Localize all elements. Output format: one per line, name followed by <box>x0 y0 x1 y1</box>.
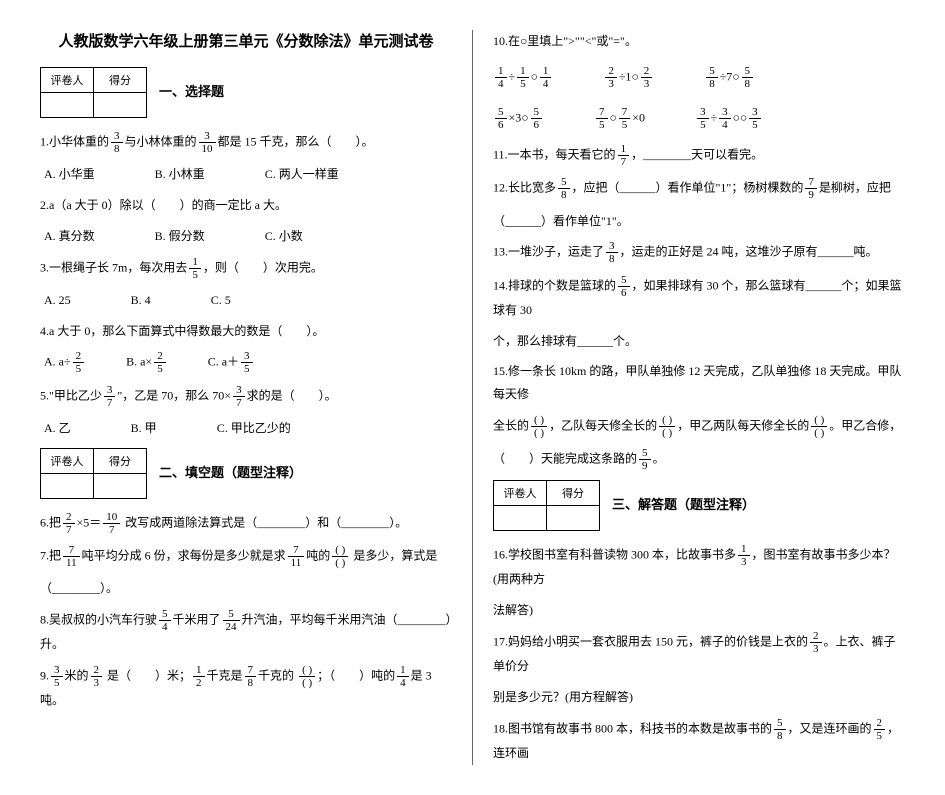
q15b: 全长的( )( )，乙队每天修全长的( )( )，甲乙两队每天修全长的( )( … <box>493 414 905 439</box>
q1-opts: A. 小华重B. 小林重C. 两人一样重 <box>40 163 452 186</box>
q15: 15.修一条长 10km 的路，甲队单独修 12 天完成，乙队单独修 18 天完… <box>493 360 905 406</box>
q12: 12.长比宽多58，应把（______）看作单位"1"；杨树棵数的79是柳树，应… <box>493 176 905 201</box>
q18: 18.图书馆有故事书 800 本，科技书的本数是故事书的58，又是连环画的25，… <box>493 717 905 765</box>
q13: 13.一堆沙子，运走了38，运走的正好是 24 吨，这堆沙子原有______吨。 <box>493 240 905 265</box>
q3-opts: A. 25B. 4C. 5 <box>40 289 452 312</box>
eval-score: 得分 <box>94 68 147 93</box>
q16b: 法解答) <box>493 599 905 622</box>
q14: 14.排球的个数是篮球的56，如果排球有 30 个，那么篮球有______个；如… <box>493 274 905 322</box>
section-1-title: 一、选择题 <box>159 67 224 100</box>
q4: 4.a 大于 0，那么下面算式中得数最大的数是（ ）。 <box>40 320 452 343</box>
q11: 11.一本书，每天看它的17，________天可以看完。 <box>493 143 905 168</box>
q8: 8.吴叔叔的小汽车行驶54千米用了524升汽油，平均每千米用汽油（_______… <box>40 608 452 656</box>
q3: 3.一根绳子长 7m，每次用去15，则（ ）次用完。 <box>40 256 452 281</box>
eval-table-3: 评卷人得分 <box>493 480 600 531</box>
q1: 1.小华体重的38与小林体重的310都是 15 千克，那么（ ）。 <box>40 130 452 155</box>
q15c: （ ）天能完成这条路的59。 <box>493 447 905 472</box>
q4-opts: A. a÷25 B. a×25 C. a＋35 <box>40 350 452 375</box>
q6: 6.把27×5＝107 改写成两道除法算式是（________）和（______… <box>40 511 452 536</box>
eval-reviewer: 评卷人 <box>41 68 94 93</box>
q7: 7.把711吨平均分成 6 份，求每份是多少就是求711吨的( )( ) 是多少… <box>40 544 452 569</box>
compare-row-1: 14÷15○14 23÷1○23 58÷7○58 <box>493 65 905 90</box>
compare-row-2: 56×3○56 75○75×0 35÷34○○35 <box>493 106 905 131</box>
q5-opts: A. 乙B. 甲C. 甲比乙少的 <box>40 417 452 440</box>
doc-title: 人教版数学六年级上册第三单元《分数除法》单元测试卷 <box>40 30 452 51</box>
section-3-title: 三、解答题（题型注释） <box>612 480 755 513</box>
q10: 10.在○里填上">""<"或"="。 <box>493 30 905 53</box>
q9: 9.35米的23 是（ ）米；12千克是78千克的 ( )( )；（ ）吨的14… <box>40 664 452 712</box>
section-1-head: 评卷人得分 一、选择题 <box>40 67 452 118</box>
section-2-title: 二、填空题（题型注释） <box>159 448 302 481</box>
q16: 16.学校图书室有科普读物 300 本，比故事书多13，图书室有故事书多少本？(… <box>493 543 905 591</box>
q12b: （______）看作单位"1"。 <box>493 210 905 233</box>
q2: 2.a（a 大于 0）除以（ ）的商一定比 a 大。 <box>40 194 452 217</box>
q17: 17.妈妈给小明买一套衣服用去 150 元，裤子的价钱是上衣的23。上衣、裤子单… <box>493 630 905 678</box>
q17b: 别是多少元？(用方程解答) <box>493 686 905 709</box>
q14b: 个，那么排球有______个。 <box>493 330 905 353</box>
q2-opts: A. 真分数B. 假分数C. 小数 <box>40 225 452 248</box>
eval-table-1: 评卷人得分 <box>40 67 147 118</box>
q7b: （________）。 <box>40 577 452 600</box>
eval-table-2: 评卷人得分 <box>40 448 147 499</box>
q5: 5."甲比乙少37"，乙是 70，那么 70×37求的是（ ）。 <box>40 384 452 409</box>
section-2-head: 评卷人得分 二、填空题（题型注释） <box>40 448 452 499</box>
section-3-head: 评卷人得分 三、解答题（题型注释） <box>493 480 905 531</box>
